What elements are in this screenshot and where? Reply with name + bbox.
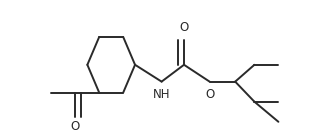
Text: O: O xyxy=(180,21,188,34)
Text: NH: NH xyxy=(153,88,170,101)
Text: O: O xyxy=(71,120,80,133)
Text: O: O xyxy=(205,88,214,101)
